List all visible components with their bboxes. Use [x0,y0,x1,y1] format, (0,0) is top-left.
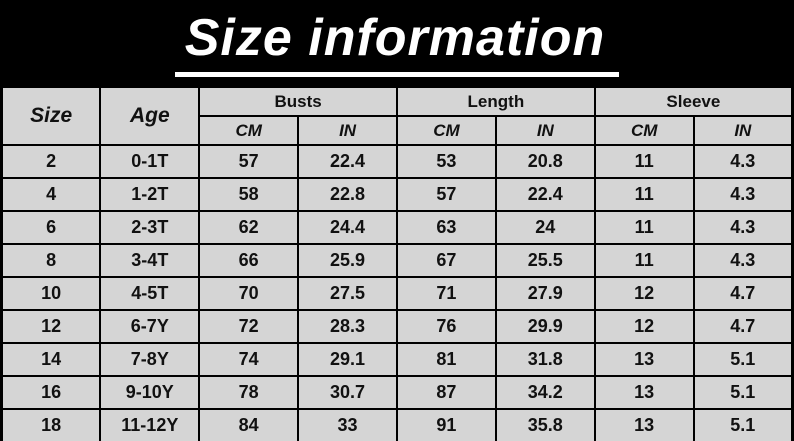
cell-busts-in: 27.5 [297,276,398,311]
cell-sleeve-cm: 11 [593,210,695,245]
cell-sleeve-cm: 11 [593,177,695,212]
cell-busts-cm: 74 [198,342,300,377]
cell-busts-cm: 62 [198,210,300,245]
cell-busts-in: 28.3 [297,309,398,344]
cell-size: 16 [0,375,102,410]
cell-length-in: 34.2 [494,375,596,410]
cell-length-cm: 67 [396,243,497,278]
cell-size: 2 [0,144,102,179]
cell-busts-cm: 72 [198,309,300,344]
cell-sleeve-in: 5.1 [692,342,794,377]
cell-size: 12 [0,309,102,344]
unit-header-sleeve-cm: CM [593,115,695,146]
cell-length-cm: 76 [396,309,497,344]
cell-busts-cm: 57 [198,144,300,179]
column-group-busts: Busts [198,85,398,117]
table-row: 14 7-8Y 74 29.1 81 31.8 13 5.1 [0,342,794,377]
column-group-sleeve: Sleeve [593,85,794,117]
unit-header-length-cm: CM [396,115,497,146]
cell-length-cm: 87 [396,375,497,410]
column-group-length: Length [396,85,596,117]
table-row: 16 9-10Y 78 30.7 87 34.2 13 5.1 [0,375,794,410]
cell-size: 6 [0,210,102,245]
table-row: 12 6-7Y 72 28.3 76 29.9 12 4.7 [0,309,794,344]
unit-header-length-in: IN [494,115,596,146]
table-row: 6 2-3T 62 24.4 63 24 11 4.3 [0,210,794,245]
column-header-age: Age [99,85,201,146]
cell-age: 9-10Y [99,375,201,410]
cell-age: 0-1T [99,144,201,179]
cell-length-cm: 81 [396,342,497,377]
cell-size: 8 [0,243,102,278]
table-row: 4 1-2T 58 22.8 57 22.4 11 4.3 [0,177,794,212]
header-group-row: Size Age Busts Length Sleeve [0,85,794,146]
cell-sleeve-in: 4.3 [692,243,794,278]
cell-sleeve-in: 5.1 [692,408,794,441]
cell-age: 7-8Y [99,342,201,377]
cell-sleeve-cm: 11 [593,144,695,179]
cell-length-in: 35.8 [494,408,596,441]
cell-busts-in: 24.4 [297,210,398,245]
cell-busts-cm: 58 [198,177,300,212]
cell-length-cm: 63 [396,210,497,245]
unit-header-sleeve-in: IN [692,115,794,146]
cell-length-in: 27.9 [494,276,596,311]
cell-age: 1-2T [99,177,201,212]
cell-size: 10 [0,276,102,311]
cell-sleeve-cm: 13 [593,342,695,377]
cell-age: 6-7Y [99,309,201,344]
table-row: 10 4-5T 70 27.5 71 27.9 12 4.7 [0,276,794,311]
cell-busts-in: 33 [297,408,398,441]
cell-size: 18 [0,408,102,441]
column-header-size: Size [0,85,102,146]
cell-busts-cm: 70 [198,276,300,311]
size-chart-table: Size Age Busts Length Sleeve CM IN CM IN… [0,85,794,441]
cell-sleeve-cm: 12 [593,276,695,311]
cell-busts-in: 30.7 [297,375,398,410]
cell-age: 11-12Y [99,408,201,441]
table-row: 2 0-1T 57 22.4 53 20.8 11 4.3 [0,144,794,179]
cell-sleeve-cm: 13 [593,408,695,441]
unit-header-busts-cm: CM [198,115,300,146]
table-row: 8 3-4T 66 25.9 67 25.5 11 4.3 [0,243,794,278]
cell-busts-cm: 84 [198,408,300,441]
cell-length-cm: 53 [396,144,497,179]
cell-sleeve-in: 4.3 [692,144,794,179]
cell-sleeve-in: 4.7 [692,309,794,344]
cell-sleeve-in: 4.3 [692,210,794,245]
cell-busts-in: 22.8 [297,177,398,212]
unit-header-busts-in: IN [297,115,398,146]
cell-sleeve-in: 4.7 [692,276,794,311]
page-title: Size information [174,8,620,77]
cell-busts-in: 25.9 [297,243,398,278]
table-row: 18 11-12Y 84 33 91 35.8 13 5.1 [0,408,794,441]
title-banner: Size information [0,0,794,85]
cell-busts-in: 29.1 [297,342,398,377]
cell-sleeve-cm: 12 [593,309,695,344]
cell-length-in: 20.8 [494,144,596,179]
cell-length-in: 24 [494,210,596,245]
cell-length-cm: 71 [396,276,497,311]
cell-size: 14 [0,342,102,377]
cell-length-in: 29.9 [494,309,596,344]
cell-length-in: 31.8 [494,342,596,377]
cell-sleeve-cm: 13 [593,375,695,410]
cell-busts-cm: 66 [198,243,300,278]
cell-sleeve-cm: 11 [593,243,695,278]
cell-length-cm: 57 [396,177,497,212]
cell-age: 3-4T [99,243,201,278]
cell-busts-cm: 78 [198,375,300,410]
cell-busts-in: 22.4 [297,144,398,179]
cell-age: 2-3T [99,210,201,245]
cell-size: 4 [0,177,102,212]
cell-length-in: 22.4 [494,177,596,212]
cell-length-cm: 91 [396,408,497,441]
cell-sleeve-in: 5.1 [692,375,794,410]
cell-length-in: 25.5 [494,243,596,278]
cell-sleeve-in: 4.3 [692,177,794,212]
cell-age: 4-5T [99,276,201,311]
header-unit-row: CM IN CM IN CM IN [2,115,794,146]
